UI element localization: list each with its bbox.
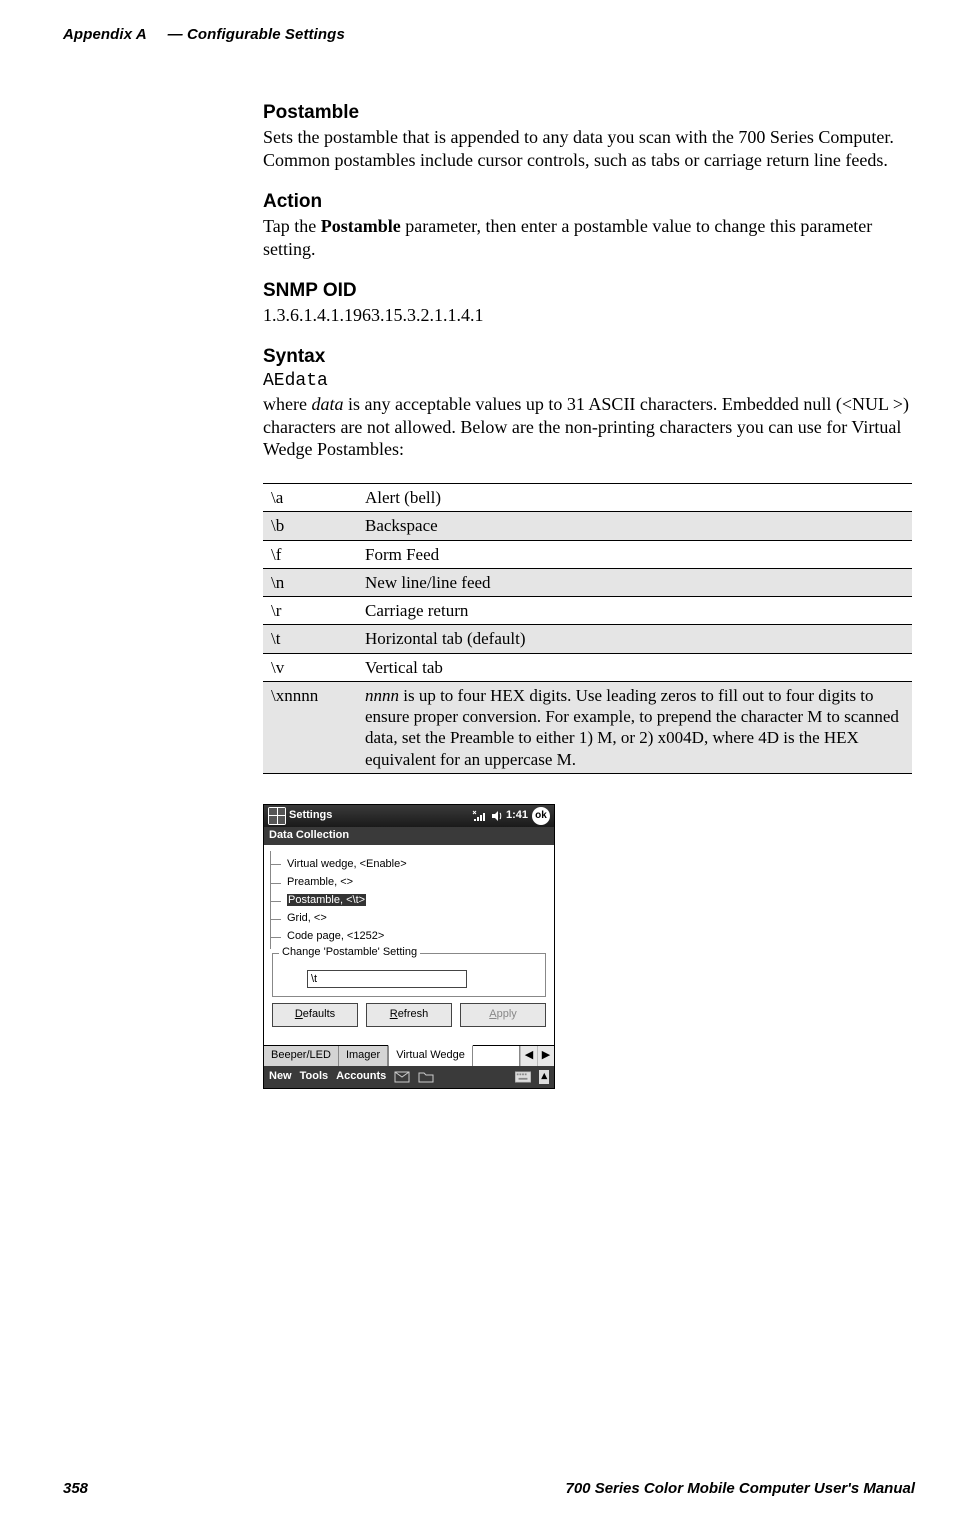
- envelope-icon[interactable]: [394, 1070, 410, 1084]
- tab-beeper-led[interactable]: Beeper/LED: [264, 1046, 339, 1066]
- device-screenshot: Settings 1:41 ok Data Collection Virtual…: [263, 804, 555, 1089]
- syntax-pre: where: [263, 394, 311, 414]
- tree-item[interactable]: Virtual wedge, <Enable>: [271, 856, 548, 873]
- page-number: 358: [63, 1480, 88, 1497]
- menu-tools[interactable]: Tools: [300, 1070, 329, 1084]
- appendix-label: Appendix A: [63, 26, 146, 43]
- postamble-body: Sets the postamble that is appended to a…: [263, 126, 912, 172]
- tab-virtual-wedge[interactable]: Virtual Wedge: [388, 1045, 473, 1066]
- device-title: Settings: [289, 809, 332, 823]
- header-separator: —: [168, 26, 187, 43]
- escape-table: \aAlert (bell)\bBackspace\fForm Feed\nNe…: [263, 483, 912, 774]
- table-row: \bBackspace: [263, 512, 912, 540]
- escape-desc: Alert (bell): [357, 484, 912, 512]
- apply-button[interactable]: Apply: [460, 1003, 546, 1027]
- tab-strip: Beeper/LED Imager Virtual Wedge ◀ ▶: [264, 1045, 554, 1066]
- body-content: Postamble Sets the postamble that is app…: [263, 43, 912, 1089]
- escape-code: \r: [263, 597, 357, 625]
- escape-desc: Vertical tab: [357, 653, 912, 681]
- table-row: \tHorizontal tab (default): [263, 625, 912, 653]
- running-header: Appendix A — Configurable Settings: [63, 26, 915, 43]
- device-subtitle: Data Collection: [264, 827, 554, 845]
- tree-item[interactable]: Preamble, <>: [271, 874, 548, 891]
- escape-desc: Form Feed: [357, 540, 912, 568]
- heading-postamble: Postamble: [263, 101, 912, 125]
- action-bold: Postamble: [321, 216, 401, 236]
- escape-desc: Horizontal tab (default): [357, 625, 912, 653]
- change-setting-group: Change 'Postamble' Setting: [272, 953, 546, 997]
- syntax-post: is any acceptable values up to 31 ASCII …: [263, 394, 909, 460]
- tab-imager[interactable]: Imager: [339, 1046, 388, 1066]
- keyboard-icon[interactable]: [515, 1070, 531, 1084]
- table-row: \rCarriage return: [263, 597, 912, 625]
- syntax-body: where data is any acceptable values up t…: [263, 393, 912, 462]
- manual-title: 700 Series Color Mobile Computer User's …: [566, 1480, 916, 1497]
- settings-tree: Virtual wedge, <Enable>Preamble, <>Posta…: [270, 851, 548, 949]
- syntax-em: data: [311, 394, 343, 414]
- table-row: \fForm Feed: [263, 540, 912, 568]
- escape-code: \t: [263, 625, 357, 653]
- heading-action: Action: [263, 190, 912, 214]
- table-row: \xnnnnnnnn is up to four HEX digits. Use…: [263, 681, 912, 773]
- start-icon[interactable]: [268, 807, 286, 825]
- button-row: Defaults Refresh Apply: [272, 1003, 546, 1027]
- action-pre: Tap the: [263, 216, 321, 236]
- volume-icon[interactable]: [490, 809, 504, 823]
- table-row: \nNew line/line feed: [263, 568, 912, 596]
- tree-item[interactable]: Code page, <1252>: [271, 928, 548, 945]
- tree-item[interactable]: Postamble, <\t>: [271, 892, 548, 909]
- tab-scroll-right-icon[interactable]: ▶: [537, 1046, 554, 1066]
- device-titlebar: Settings 1:41 ok: [264, 805, 554, 827]
- device-bottombar: New Tools Accounts ▴: [264, 1066, 554, 1088]
- postamble-input[interactable]: [307, 970, 467, 988]
- escape-code: \v: [263, 653, 357, 681]
- ok-button[interactable]: ok: [532, 807, 550, 825]
- action-body: Tap the Postamble parameter, then enter …: [263, 215, 912, 261]
- tree-item[interactable]: Grid, <>: [271, 910, 548, 927]
- menu-accounts[interactable]: Accounts: [336, 1070, 386, 1084]
- folder-icon[interactable]: [418, 1070, 434, 1084]
- page-footer: 358 700 Series Color Mobile Computer Use…: [63, 1480, 915, 1497]
- syntax-token: AEdata: [263, 370, 912, 393]
- escape-desc: Backspace: [357, 512, 912, 540]
- refresh-button[interactable]: Refresh: [366, 1003, 452, 1027]
- header-title: Configurable Settings: [187, 26, 345, 43]
- menu-new[interactable]: New: [269, 1070, 292, 1084]
- snmp-oid: 1.3.6.1.4.1.1963.15.3.2.1.1.4.1: [263, 304, 912, 327]
- escape-code: \f: [263, 540, 357, 568]
- escape-desc: Carriage return: [357, 597, 912, 625]
- sip-arrow-icon[interactable]: ▴: [539, 1070, 549, 1084]
- table-row: \aAlert (bell): [263, 484, 912, 512]
- tab-scroll-left-icon[interactable]: ◀: [520, 1046, 537, 1066]
- table-row: \vVertical tab: [263, 653, 912, 681]
- connectivity-icon[interactable]: [472, 809, 486, 823]
- heading-snmp: SNMP OID: [263, 279, 912, 303]
- escape-desc: nnnn is up to four HEX digits. Use leadi…: [357, 681, 912, 773]
- escape-code: \xnnnn: [263, 681, 357, 773]
- clock: 1:41: [506, 809, 528, 823]
- heading-syntax: Syntax: [263, 345, 912, 369]
- escape-code: \a: [263, 484, 357, 512]
- escape-desc: New line/line feed: [357, 568, 912, 596]
- page: Appendix A — Configurable Settings Posta…: [0, 0, 978, 1521]
- groupbox-legend: Change 'Postamble' Setting: [279, 946, 420, 960]
- defaults-button[interactable]: Defaults: [272, 1003, 358, 1027]
- escape-code: \n: [263, 568, 357, 596]
- escape-code: \b: [263, 512, 357, 540]
